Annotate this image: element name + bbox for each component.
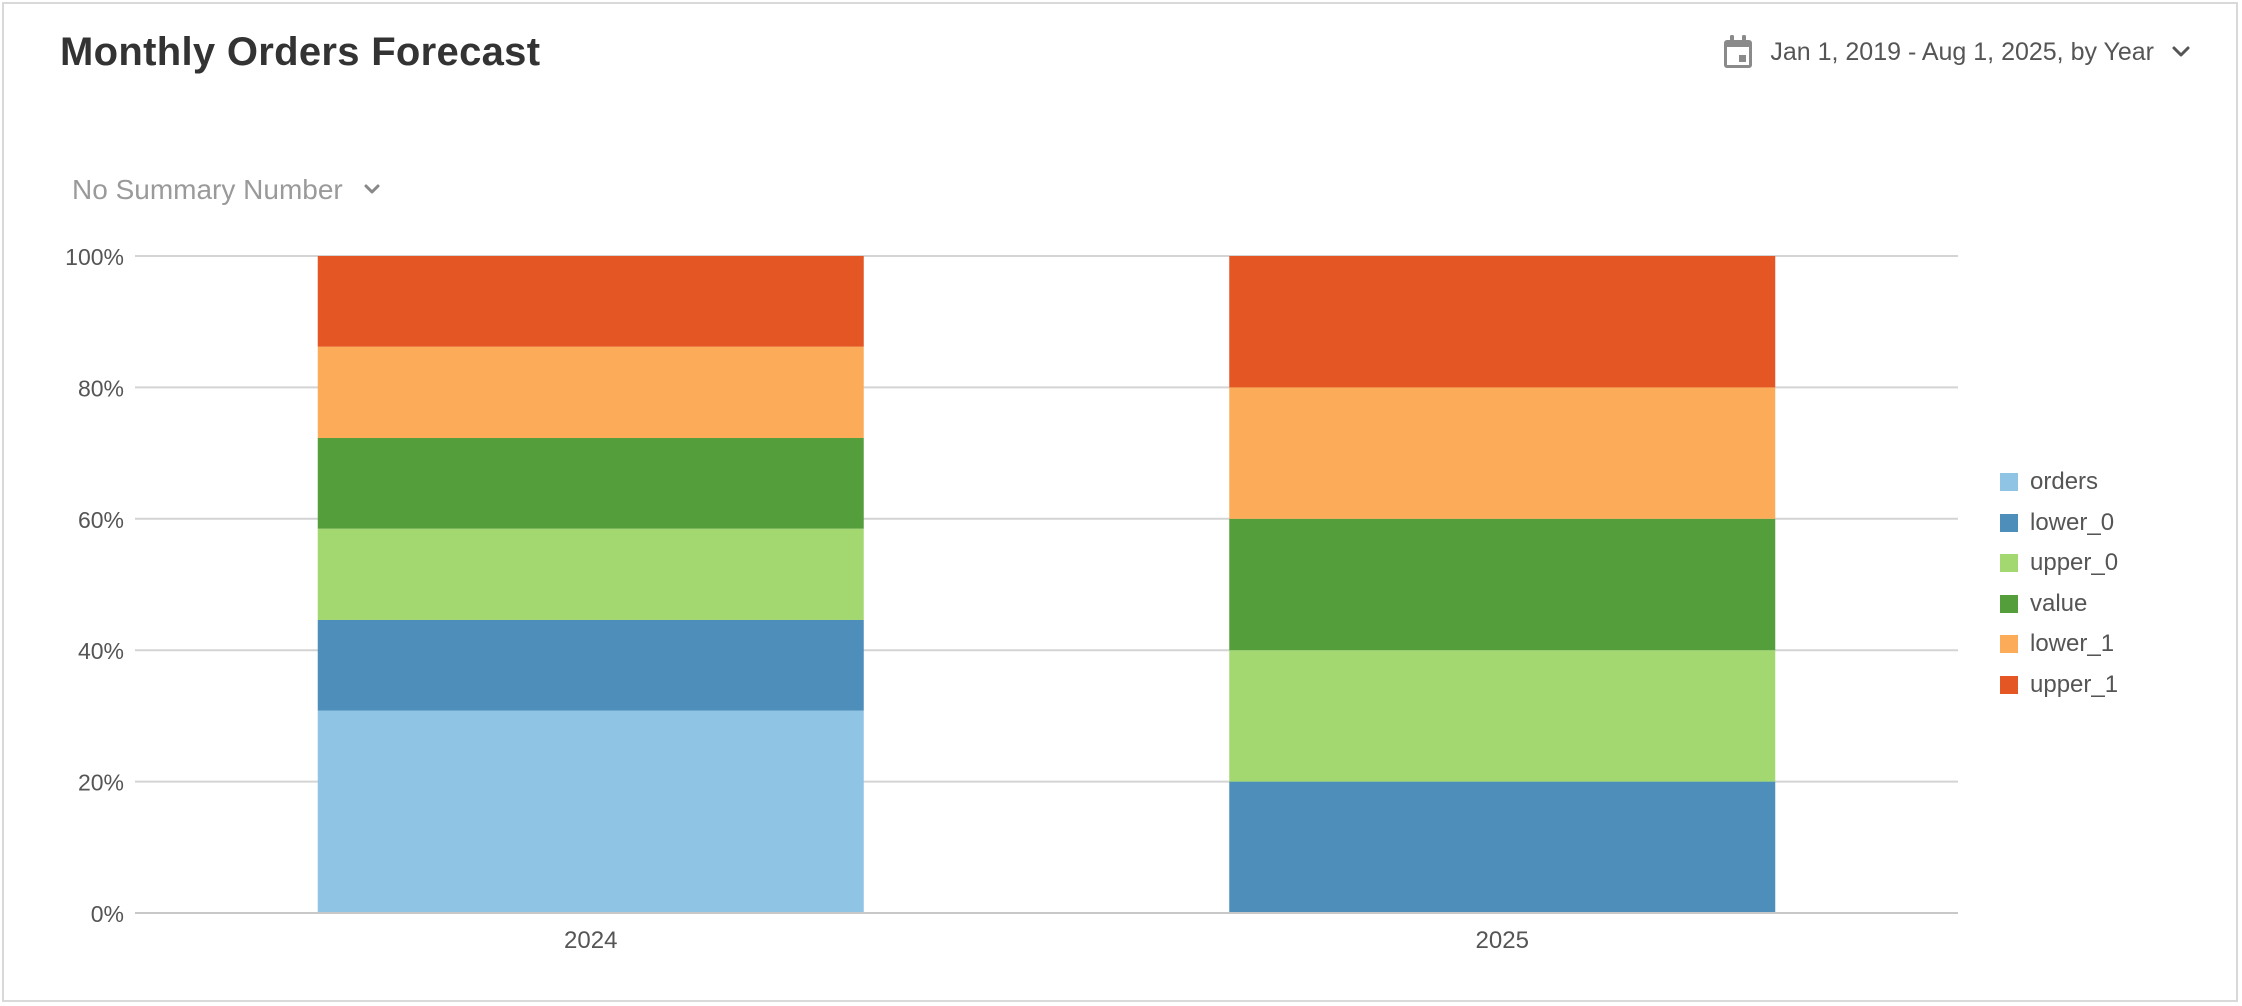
date-range-label: Jan 1, 2019 - Aug 1, 2025, by Year bbox=[1770, 37, 2154, 66]
bar-segment-upper_0-2024 bbox=[317, 528, 864, 620]
date-range-selector[interactable]: Jan 1, 2019 - Aug 1, 2025, by Year bbox=[1722, 34, 2192, 70]
legend-item-value[interactable]: value bbox=[2000, 584, 2118, 625]
legend-label: lower_1 bbox=[2030, 630, 2115, 658]
y-tick-label: 0% bbox=[91, 901, 124, 927]
calendar-icon bbox=[1724, 35, 1753, 68]
summary-number-selector[interactable]: No Summary Number bbox=[72, 174, 383, 206]
x-tick-label: 2025 bbox=[1476, 927, 1529, 954]
legend-label: value bbox=[2030, 589, 2088, 617]
legend-swatch bbox=[2000, 473, 2018, 492]
legend-swatch bbox=[2000, 635, 2018, 654]
bar-segment-value-2025 bbox=[1229, 518, 1776, 651]
bar-segment-lower_0-2025 bbox=[1229, 781, 1776, 913]
y-tick-label: 80% bbox=[78, 375, 124, 401]
x-tick-label: 2024 bbox=[564, 927, 617, 954]
bar-segment-lower_0-2024 bbox=[317, 619, 864, 711]
bar-segment-upper_0-2025 bbox=[1229, 650, 1776, 782]
summary-number-label: No Summary Number bbox=[72, 174, 343, 205]
legend-label: upper_1 bbox=[2030, 670, 2119, 698]
bar-segment-lower_1-2025 bbox=[1229, 387, 1776, 519]
bar-segment-orders-2024 bbox=[317, 710, 864, 913]
legend-label: upper_0 bbox=[2030, 549, 2119, 577]
chevron-down-icon bbox=[364, 184, 380, 194]
legend-swatch bbox=[2000, 675, 2018, 694]
bar-segment-value-2024 bbox=[317, 437, 864, 529]
y-tick-label: 20% bbox=[78, 770, 124, 796]
y-tick-label: 60% bbox=[78, 507, 124, 533]
chevron-down-icon bbox=[2172, 46, 2190, 57]
bar-segment-upper_1-2024 bbox=[317, 256, 864, 347]
legend-item-upper_1[interactable]: upper_1 bbox=[2000, 665, 2118, 706]
legend-item-lower_0[interactable]: lower_0 bbox=[2000, 503, 2118, 544]
legend-item-orders[interactable]: orders bbox=[2000, 462, 2118, 503]
chart-title: Monthly Orders Forecast bbox=[60, 30, 541, 74]
y-tick-label: 100% bbox=[65, 244, 124, 270]
bar-segment-lower_1-2024 bbox=[317, 346, 864, 438]
y-tick-label: 40% bbox=[78, 638, 124, 664]
legend-swatch bbox=[2000, 513, 2018, 532]
bar-segment-upper_1-2025 bbox=[1229, 256, 1776, 388]
legend-label: lower_0 bbox=[2030, 508, 2115, 536]
legend-swatch bbox=[2000, 554, 2018, 573]
legend-item-upper_0[interactable]: upper_0 bbox=[2000, 543, 2118, 584]
legend-label: orders bbox=[2030, 468, 2099, 496]
legend-item-lower_1[interactable]: lower_1 bbox=[2000, 624, 2118, 665]
legend-swatch bbox=[2000, 594, 2018, 613]
